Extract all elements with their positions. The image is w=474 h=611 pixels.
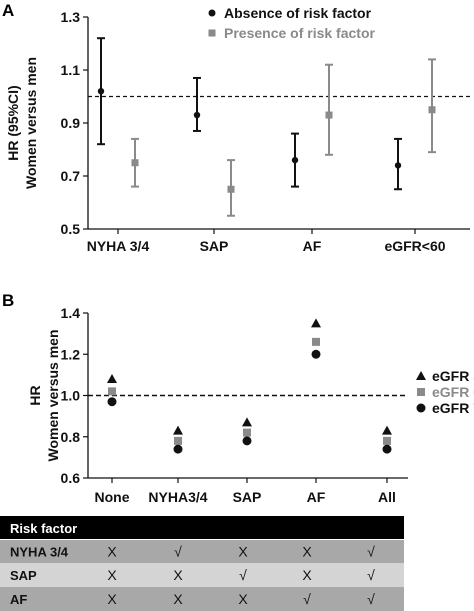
panel-a-point-presence <box>131 159 139 167</box>
table-cell: X <box>107 544 117 560</box>
panel-b-y-title-line1: HR <box>27 385 43 405</box>
panel-b-point-circle <box>173 444 183 454</box>
table-cell: √ <box>239 567 247 583</box>
panel-b-point-triangle <box>311 318 321 328</box>
panel-b-point-triangle <box>382 425 392 435</box>
table-cell: √ <box>303 591 311 607</box>
panel-a-legend: Absence of risk factor Presence of risk f… <box>208 5 376 41</box>
panel-a-y-tick-label: 0.5 <box>61 221 81 237</box>
legend-label: eGFR 50 <box>432 368 474 384</box>
panel-b-x-tick-label: AF <box>307 489 326 505</box>
panel-a-x-tick-label: NYHA 3/4 <box>87 238 150 254</box>
panel-b-y-tick-label: 1.2 <box>61 346 81 362</box>
panel-b-point-triangle <box>107 374 117 383</box>
panel-a-point-presence <box>227 185 235 193</box>
table-cell: X <box>173 591 183 607</box>
panel-a-y-title-line1: HR (95%CI) <box>5 85 21 160</box>
panel-a-x-tick-label: SAP <box>200 238 229 254</box>
legend-absence-label: Absence of risk factor <box>224 5 372 21</box>
table-row-bg <box>0 540 404 563</box>
panel-b-point-square <box>312 337 320 346</box>
panel-b-marks <box>107 318 392 454</box>
table-cell: √ <box>367 567 375 583</box>
legend-presence-label: Presence of risk factor <box>224 25 376 41</box>
panel-a-point-absence <box>97 88 105 95</box>
panel-a-marks <box>97 37 436 217</box>
panel-a: A HR (95%CI) Women versus men 0.5 0.7 0.9 1.… <box>2 1 470 254</box>
table-cell: X <box>238 591 248 607</box>
table-row-bg <box>0 563 404 587</box>
legend-triangle-marker <box>416 371 426 380</box>
panel-a-y-tick-label: 0.7 <box>61 168 81 184</box>
table-cell: X <box>107 591 117 607</box>
panel-b-point-square <box>243 428 251 437</box>
table-cell: X <box>107 567 117 583</box>
panel-a-point-absence <box>193 111 201 119</box>
panel-b-point-circle <box>107 397 117 407</box>
panel-b-y-title-line2: Women versus men <box>45 329 61 461</box>
panel-a-x-tick-label: AF <box>303 238 322 254</box>
panel-a-x-tick-label: eGFR<60 <box>384 238 445 254</box>
panel-a-y-tick-label: 1.1 <box>61 62 81 78</box>
panel-b-y-tick-label: 1.0 <box>61 388 81 404</box>
legend-label: eGFR 70 <box>432 400 474 416</box>
table-row-label: AF <box>10 592 27 607</box>
legend-absence-marker <box>208 9 216 17</box>
table-cell: X <box>302 544 312 560</box>
table-header-bar <box>0 516 404 539</box>
panel-a-y-ticks: 0.5 0.7 0.9 1.1 1.3 <box>61 9 88 237</box>
panel-b-letter: B <box>2 291 14 310</box>
panel-b-point-square <box>383 436 391 445</box>
panel-b-x-ticks: None NYHA3/4 SAP AF All <box>95 478 396 505</box>
panel-a-x-ticks: NYHA 3/4 SAP AF eGFR<60 <box>87 229 446 254</box>
panel-b-point-triangle <box>242 417 252 427</box>
panel-b-x-tick-label: NYHA3/4 <box>148 489 207 505</box>
legend-label: eGFR 60 <box>432 384 474 400</box>
panel-b-point-square <box>108 387 116 396</box>
panel-b-point-square <box>174 436 182 445</box>
panel-b-legend: eGFR 50eGFR 60eGFR 70 <box>416 368 474 416</box>
panel-a-y-title-line2: Women versus men <box>23 57 39 189</box>
panel-b: B HR Women versus men 0.6 0.8 1.0 1.2 1.4 Non… <box>2 291 474 505</box>
panel-a-letter: A <box>2 1 14 20</box>
table-cell: X <box>302 567 312 583</box>
legend-square-marker <box>417 388 425 396</box>
panel-a-y-tick-label: 1.3 <box>61 9 81 25</box>
panel-b-y-axis-title: HR Women versus men <box>27 329 61 461</box>
legend-presence-marker <box>208 29 216 37</box>
panel-b-y-ticks: 0.6 0.8 1.0 1.2 1.4 <box>61 305 88 486</box>
table-cell: √ <box>367 544 375 560</box>
panel-b-x-tick-label: SAP <box>233 489 262 505</box>
panel-b-x-tick-label: None <box>95 489 130 505</box>
table-cell: X <box>238 544 248 560</box>
panel-b-point-circle <box>311 349 321 359</box>
table-row-bg <box>0 587 404 611</box>
panel-b-point-circle <box>382 444 392 454</box>
panel-a-y-axis-title: HR (95%CI) Women versus men <box>5 57 39 189</box>
panel-a-y-tick-label: 0.9 <box>61 115 81 131</box>
panel-b-y-tick-label: 1.4 <box>61 305 81 321</box>
panel-a-point-absence <box>291 156 299 164</box>
table-cell: X <box>173 567 183 583</box>
panel-b-point-circle <box>242 436 252 446</box>
table-cell: √ <box>367 591 375 607</box>
panel-a-point-absence <box>394 162 402 169</box>
table-cell: √ <box>174 544 182 560</box>
panel-b-point-triangle <box>173 425 183 435</box>
panel-b-x-tick-label: All <box>378 489 396 505</box>
table-row-label: NYHA 3/4 <box>10 545 69 560</box>
panel-b-y-tick-label: 0.8 <box>61 429 81 445</box>
table-header-label: Risk factor <box>10 521 77 536</box>
panel-a-point-presence <box>325 111 333 119</box>
panel-b-y-tick-label: 0.6 <box>61 470 81 486</box>
table-row-label: SAP <box>10 568 37 583</box>
panel-a-point-presence <box>428 106 436 114</box>
panel-a-axes <box>87 17 470 230</box>
legend-circle-marker <box>416 403 426 413</box>
